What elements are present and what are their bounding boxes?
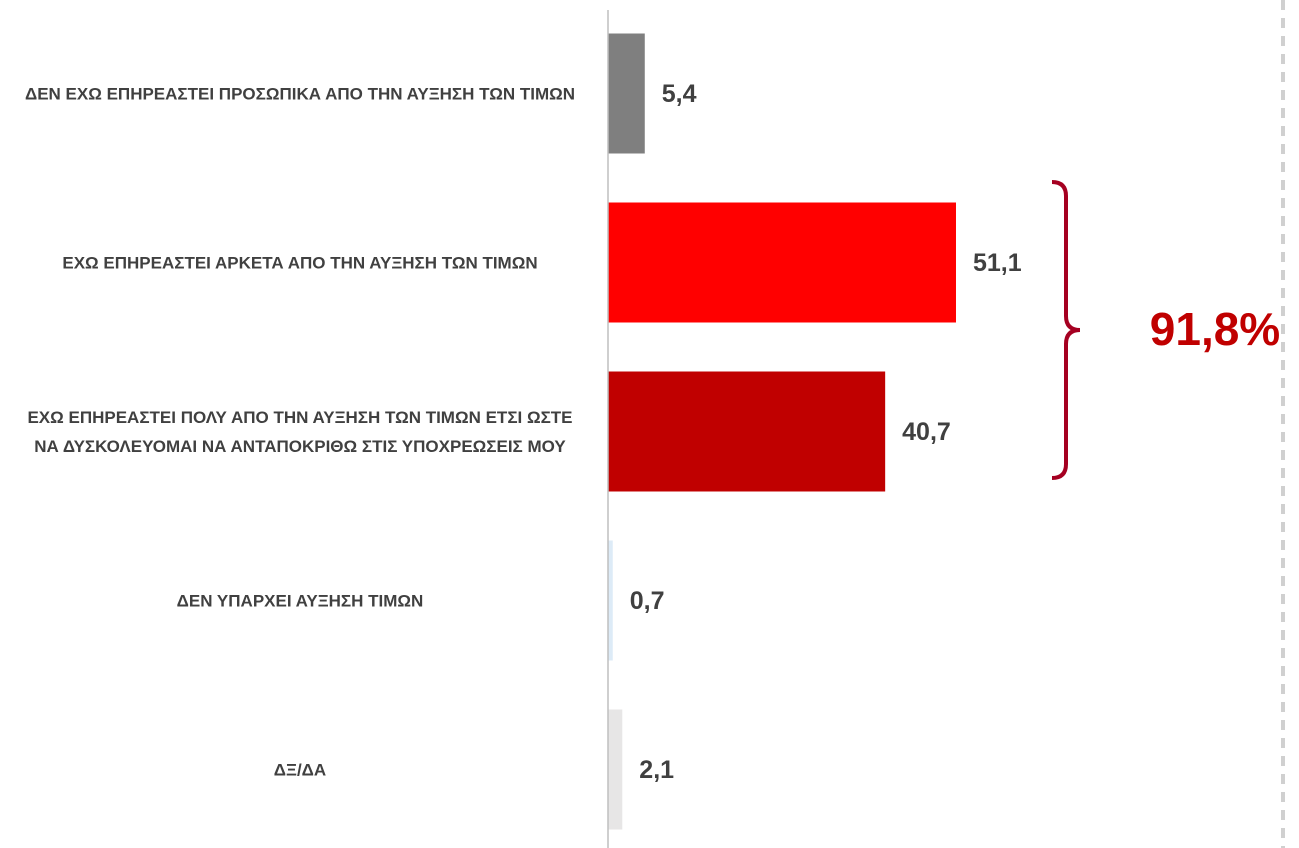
category-label: ΔΞ/ΔΑ (273, 760, 327, 779)
value-label: 51,1 (973, 249, 1022, 277)
bar (608, 33, 645, 154)
bar (608, 709, 623, 830)
value-label: 2,1 (639, 756, 674, 784)
bar (608, 371, 886, 492)
value-label: 40,7 (902, 418, 951, 446)
bracket (1051, 180, 1081, 480)
value-label: 5,4 (662, 80, 697, 108)
category-label: ΕΧΩ ΕΠΗΡΕΑΣΤΕΙ ΑΡΚΕΤΑ ΑΠΟ ΤΗΝ ΑΥΞΗΣΗ ΤΩΝ… (62, 253, 538, 272)
bar (608, 540, 613, 661)
category-label: ΕΧΩ ΕΠΗΡΕΑΣΤΕΙ ΠΟΛΥ ΑΠΟ ΤΗΝ ΑΥΞΗΣΗ ΤΩΝ Τ… (27, 407, 573, 456)
value-label: 0,7 (630, 587, 665, 615)
category-label: ΔΕΝ ΕΧΩ ΕΠΗΡΕΑΣΤΕΙ ΠΡΟΣΩΠΙΚΑ ΑΠΟ ΤΗΝ ΑΥΞ… (24, 84, 576, 103)
category-label: ΔΕΝ ΥΠΑΡΧΕΙ ΑΥΞΗΣΗ ΤΙΜΩΝ (176, 591, 424, 610)
annotation: 91,8% (1150, 303, 1280, 355)
bar (608, 202, 956, 323)
